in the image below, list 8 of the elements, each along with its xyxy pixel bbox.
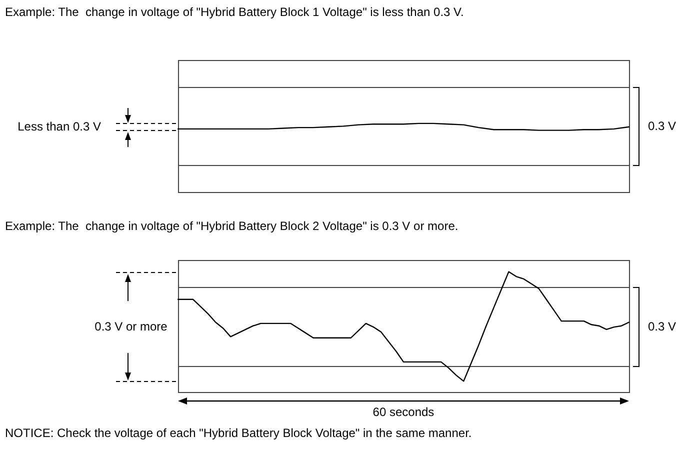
text: 0.3 V	[648, 118, 676, 133]
text: Less than 0.3 V	[18, 119, 101, 134]
text: NOTICE: Check the voltage of each "Hybrid Battery Block Voltage" in the same manner.	[5, 426, 472, 440]
x-axis-title: 60 seconds	[372, 405, 436, 419]
text: 0.3 V	[648, 319, 676, 334]
chart-title: Example: The change in voltage of "Hybrid Battery Block 1 Voltage" is less than 0.3 V.	[5, 5, 464, 19]
text: 0.3 V or more	[94, 319, 168, 334]
chart-title: Example: The change in voltage of "Hybrid Battery Block 2 Voltage" is 0.3 V or more.	[5, 219, 458, 233]
